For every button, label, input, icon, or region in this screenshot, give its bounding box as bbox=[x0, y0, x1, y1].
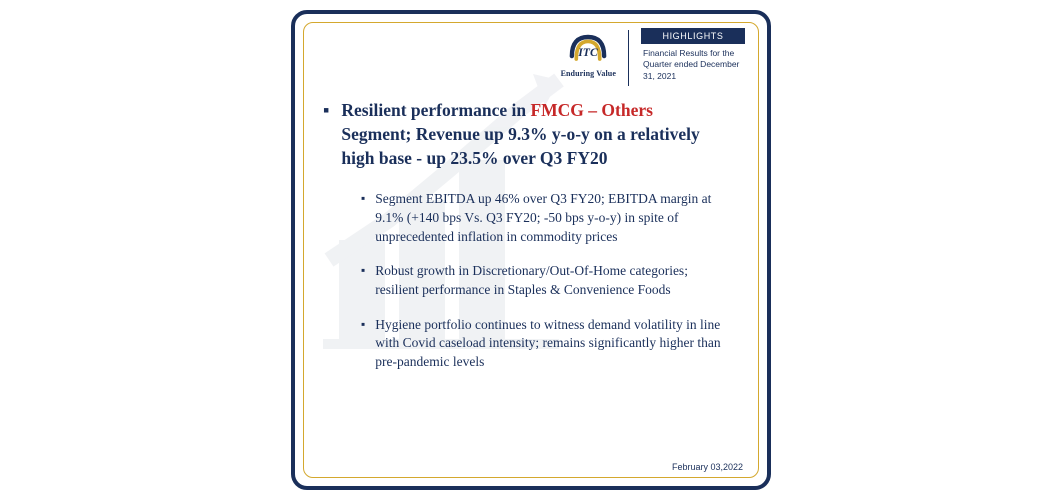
main-bullet: ▪ Resilient performance in FMCG – Others… bbox=[339, 98, 723, 170]
itc-logo-icon: ITC bbox=[566, 28, 610, 68]
svg-text:ITC: ITC bbox=[578, 46, 599, 59]
logo-tagline: Enduring Value bbox=[561, 69, 616, 78]
highlights-subtitle: Financial Results for the Quarter ended … bbox=[641, 44, 745, 82]
bullet-marker-icon: ▪ bbox=[361, 316, 365, 372]
highlights-card: ITC Enduring Value HIGHLIGHTS Financial … bbox=[291, 10, 771, 490]
sub-bullet-list: ▪ Segment EBITDA up 46% over Q3 FY20; EB… bbox=[339, 190, 723, 371]
main-highlight: FMCG – Others bbox=[530, 100, 652, 120]
sub-bullet-text: Robust growth in Discretionary/Out-Of-Ho… bbox=[375, 262, 723, 299]
sub-bullet: ▪ Robust growth in Discretionary/Out-Of-… bbox=[361, 262, 723, 299]
bullet-marker-icon: ▪ bbox=[323, 98, 329, 170]
highlights-box: HIGHLIGHTS Financial Results for the Qua… bbox=[641, 28, 745, 82]
main-prefix: Resilient performance in bbox=[341, 100, 530, 120]
bullet-marker-icon: ▪ bbox=[361, 190, 365, 246]
card-header: ITC Enduring Value HIGHLIGHTS Financial … bbox=[295, 14, 767, 92]
sub-bullet-text: Segment EBITDA up 46% over Q3 FY20; EBIT… bbox=[375, 190, 723, 246]
sub-bullet: ▪ Segment EBITDA up 46% over Q3 FY20; EB… bbox=[361, 190, 723, 246]
logo-block: ITC Enduring Value bbox=[561, 28, 616, 78]
card-content: ▪ Resilient performance in FMCG – Others… bbox=[295, 92, 767, 371]
sub-bullet-text: Hygiene portfolio continues to witness d… bbox=[375, 316, 723, 372]
header-divider bbox=[628, 30, 629, 86]
footer-date: February 03,2022 bbox=[672, 462, 743, 472]
highlights-band: HIGHLIGHTS bbox=[641, 28, 745, 44]
main-bullet-text: Resilient performance in FMCG – Others S… bbox=[341, 98, 723, 170]
main-suffix: Segment; Revenue up 9.3% y-o-y on a rela… bbox=[341, 124, 699, 168]
bullet-marker-icon: ▪ bbox=[361, 262, 365, 299]
sub-bullet: ▪ Hygiene portfolio continues to witness… bbox=[361, 316, 723, 372]
